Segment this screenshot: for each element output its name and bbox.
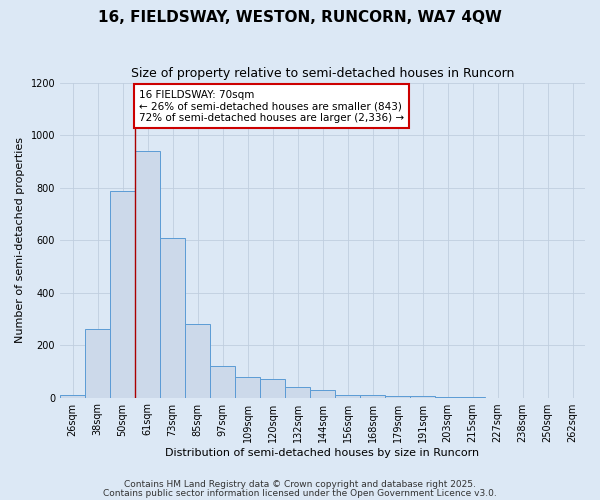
Bar — [435, 397, 460, 398]
Bar — [135, 151, 160, 398]
Bar — [160, 238, 185, 398]
Bar — [410, 396, 435, 398]
Text: Contains public sector information licensed under the Open Government Licence v3: Contains public sector information licen… — [103, 488, 497, 498]
Bar — [360, 396, 385, 398]
Bar — [335, 395, 360, 398]
Text: Contains HM Land Registry data © Crown copyright and database right 2025.: Contains HM Land Registry data © Crown c… — [124, 480, 476, 489]
Bar — [110, 190, 135, 398]
Bar — [260, 379, 285, 398]
Bar — [185, 324, 210, 398]
Text: 16 FIELDSWAY: 70sqm
← 26% of semi-detached houses are smaller (843)
72% of semi-: 16 FIELDSWAY: 70sqm ← 26% of semi-detach… — [139, 90, 404, 123]
Bar — [85, 330, 110, 398]
Bar — [285, 387, 310, 398]
Title: Size of property relative to semi-detached houses in Runcorn: Size of property relative to semi-detach… — [131, 68, 514, 80]
Bar — [210, 366, 235, 398]
Bar — [310, 390, 335, 398]
Text: 16, FIELDSWAY, WESTON, RUNCORN, WA7 4QW: 16, FIELDSWAY, WESTON, RUNCORN, WA7 4QW — [98, 10, 502, 25]
Bar — [235, 376, 260, 398]
Bar — [60, 395, 85, 398]
X-axis label: Distribution of semi-detached houses by size in Runcorn: Distribution of semi-detached houses by … — [166, 448, 479, 458]
Bar — [385, 396, 410, 398]
Y-axis label: Number of semi-detached properties: Number of semi-detached properties — [15, 138, 25, 344]
